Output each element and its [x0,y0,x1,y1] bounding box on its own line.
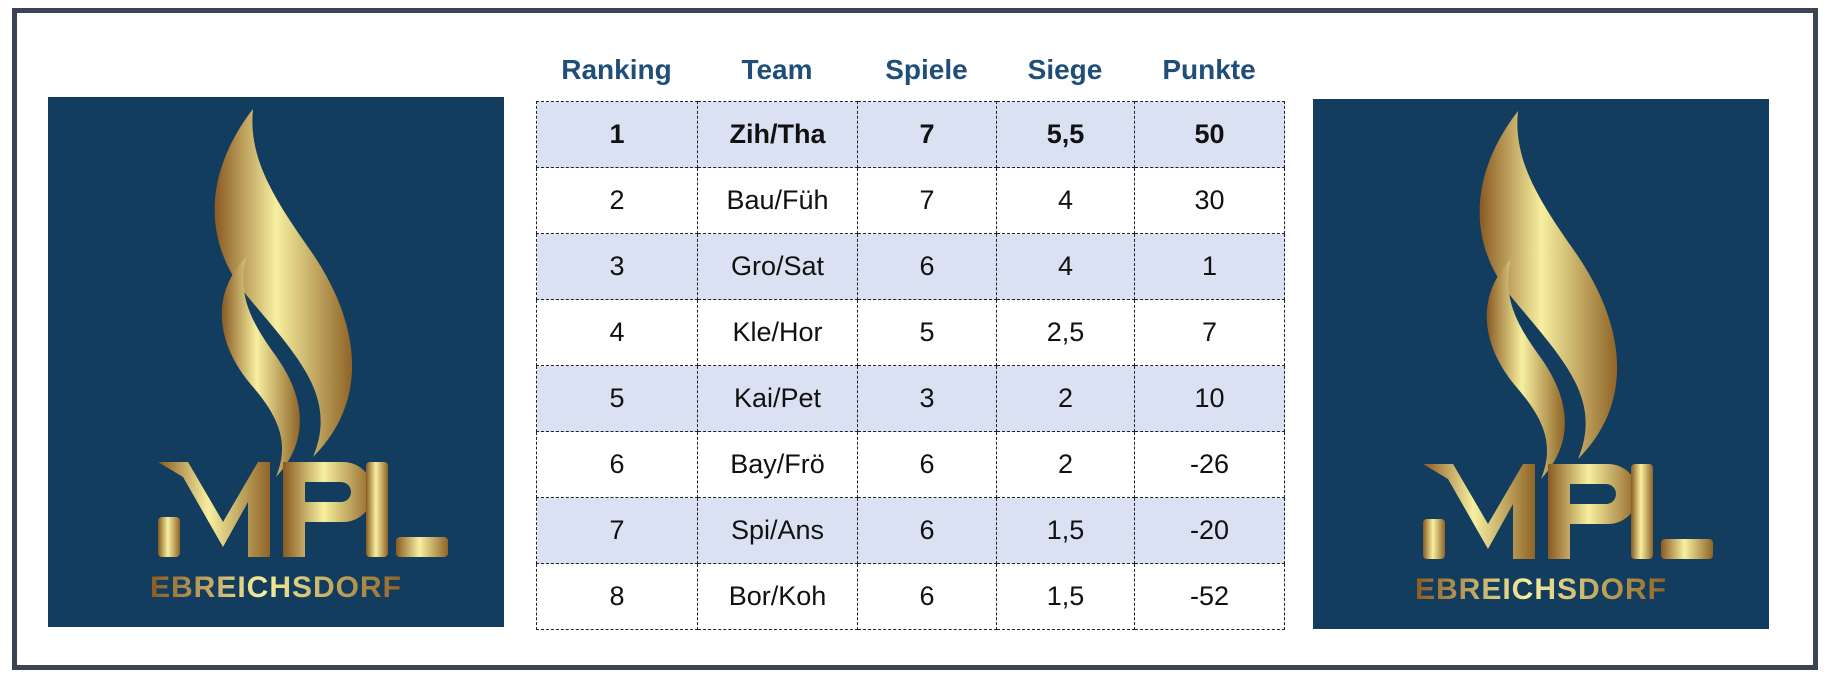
table-row: 4 Kle/Hor 5 2,5 7 [536,299,1285,366]
flame-small-icon [1486,259,1565,479]
table-row: 6 Bay/Frö 6 2 -26 [536,431,1285,498]
cell-spiele: 6 [857,233,997,300]
logo-subtext: EBREICHSDORF [1415,573,1667,606]
cell-punkte: 50 [1134,101,1285,168]
cell-siege: 2 [996,431,1135,498]
cell-ranking: 6 [536,431,698,498]
mpl-logo-right: EBREICHSDORF [1313,99,1769,629]
header-spiele: Spiele [885,54,968,85]
cell-spiele: 6 [857,497,997,564]
cell-ranking: 5 [536,365,698,432]
cell-team: Gro/Sat [697,233,858,300]
cell-spiele: 3 [857,365,997,432]
header-ranking: Ranking [561,54,672,85]
table-row: 3 Gro/Sat 6 4 1 [536,233,1285,300]
cell-team: Kai/Pet [697,365,858,432]
cell-ranking: 1 [536,101,698,168]
cell-spiele: 7 [857,101,997,168]
cell-team: Bay/Frö [697,431,858,498]
cell-siege: 5,5 [996,101,1135,168]
cell-spiele: 5 [857,299,997,366]
mpl-logo-graphic: EBREICHSDORF [150,109,448,604]
flame-icon [1479,111,1618,459]
header-team: Team [741,54,813,85]
cell-ranking: 7 [536,497,698,564]
header-punkte: Punkte [1162,54,1256,85]
table-row: 8 Bor/Koh 6 1,5 -52 [536,563,1285,630]
cell-ranking: 3 [536,233,698,300]
ranking-table: 1 Zih/Tha 7 5,5 50 2 Bau/Füh 7 4 30 3 Gro/Sat 6 4 1 4 Kl… [536,101,1285,630]
table-row: 7 Spi/Ans 6 1,5 -20 [536,497,1285,564]
cell-punkte: 1 [1134,233,1285,300]
cell-team: Kle/Hor [697,299,858,366]
cell-siege: 4 [996,233,1135,300]
cell-spiele: 6 [857,563,997,630]
cell-ranking: 4 [536,299,698,366]
cell-punkte: -26 [1134,431,1285,498]
cell-spiele: 7 [857,167,997,234]
table-row: 2 Bau/Füh 7 4 30 [536,167,1285,234]
header-siege: Siege [1027,54,1103,85]
cell-team: Zih/Tha [697,101,858,168]
cell-punkte: 7 [1134,299,1285,366]
cell-team: Bau/Füh [697,167,858,234]
table-row: 5 Kai/Pet 3 2 10 [536,365,1285,432]
table-row: 1 Zih/Tha 7 5,5 50 [536,101,1285,168]
cell-punkte: 30 [1134,167,1285,234]
cell-team: Bor/Koh [697,563,858,630]
cell-ranking: 8 [536,563,698,630]
mpl-logo-left: EBREICHSDORF [48,97,504,627]
cell-siege: 2 [996,365,1135,432]
flame-small-icon [221,257,300,477]
flame-icon [214,109,353,457]
cell-siege: 1,5 [996,497,1135,564]
cell-team: Spi/Ans [697,497,858,564]
cell-siege: 4 [996,167,1135,234]
cell-spiele: 6 [857,431,997,498]
logo-subtext: EBREICHSDORF [150,571,402,604]
cell-ranking: 2 [536,167,698,234]
cell-punkte: -20 [1134,497,1285,564]
cell-siege: 2,5 [996,299,1135,366]
cell-punkte: -52 [1134,563,1285,630]
cell-punkte: 10 [1134,365,1285,432]
mpl-logo-graphic: EBREICHSDORF [1415,111,1713,606]
cell-siege: 1,5 [996,563,1135,630]
